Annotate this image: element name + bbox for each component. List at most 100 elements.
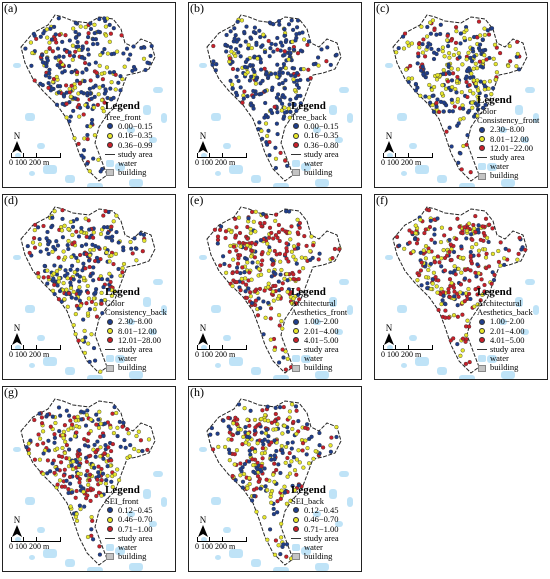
sample-point bbox=[424, 34, 430, 39]
sample-point bbox=[271, 236, 276, 241]
sample-point bbox=[40, 60, 45, 65]
sample-point bbox=[86, 296, 91, 301]
sample-point bbox=[62, 423, 67, 428]
sample-point bbox=[517, 67, 522, 72]
sample-point bbox=[244, 295, 249, 300]
sample-point bbox=[482, 289, 487, 294]
sample-point bbox=[103, 442, 108, 448]
legend-study-area-label: study area bbox=[490, 152, 525, 163]
sample-point bbox=[265, 241, 270, 246]
legend-class-mid: 0.46−0.70 bbox=[291, 515, 361, 524]
sample-point bbox=[480, 37, 485, 42]
sample-point bbox=[87, 247, 93, 253]
water-body bbox=[251, 175, 261, 183]
sample-point bbox=[83, 242, 89, 247]
sample-point bbox=[396, 45, 401, 51]
sample-point bbox=[472, 54, 477, 59]
sample-point bbox=[478, 237, 483, 242]
sample-point bbox=[453, 40, 459, 45]
sample-point bbox=[241, 471, 247, 477]
sample-point bbox=[279, 286, 284, 291]
sample-point bbox=[215, 431, 220, 436]
sample-point bbox=[92, 22, 97, 27]
sample-point bbox=[249, 103, 254, 108]
water-body bbox=[347, 305, 353, 315]
sample-point bbox=[228, 45, 233, 50]
sample-point bbox=[214, 62, 219, 67]
water-body bbox=[65, 175, 75, 183]
sample-point bbox=[415, 278, 420, 283]
sample-point bbox=[40, 52, 45, 58]
sample-point bbox=[439, 264, 444, 269]
sample-point bbox=[479, 277, 484, 282]
sample-point bbox=[57, 288, 63, 294]
sample-point bbox=[282, 105, 287, 110]
sample-point bbox=[92, 94, 97, 99]
sample-point bbox=[464, 68, 470, 74]
sample-point bbox=[508, 59, 513, 64]
scale-label: 0 100 200 m bbox=[195, 542, 236, 551]
panel-label: (c) bbox=[375, 2, 392, 15]
sample-point bbox=[516, 251, 521, 256]
sample-point bbox=[427, 224, 433, 230]
sample-point bbox=[237, 230, 243, 236]
sample-point bbox=[455, 216, 460, 221]
legend-class-low-label: 0.00−0.15 bbox=[118, 121, 153, 132]
sample-point bbox=[482, 32, 487, 38]
water-body bbox=[199, 255, 207, 260]
sample-point bbox=[254, 42, 259, 47]
sample-point bbox=[452, 289, 457, 294]
legend-title: Legend bbox=[105, 484, 140, 496]
sample-point bbox=[99, 276, 105, 282]
sample-point bbox=[469, 71, 474, 76]
sample-point bbox=[87, 169, 92, 174]
north-arrow-glyph bbox=[198, 141, 208, 153]
sample-point bbox=[109, 224, 114, 229]
sample-point bbox=[483, 102, 488, 107]
sample-point bbox=[311, 243, 316, 248]
water-body bbox=[201, 537, 207, 542]
sample-point bbox=[464, 79, 469, 85]
sample-point bbox=[25, 243, 30, 249]
sample-point bbox=[282, 49, 287, 54]
sample-point bbox=[453, 25, 459, 30]
water-body bbox=[437, 175, 447, 183]
sample-point bbox=[79, 225, 84, 231]
sample-point bbox=[79, 90, 84, 95]
legend-title: Legend bbox=[291, 286, 326, 298]
sample-point bbox=[296, 242, 301, 247]
sample-point bbox=[109, 80, 114, 85]
sample-point bbox=[276, 312, 282, 318]
sample-point bbox=[423, 227, 428, 232]
sample-point bbox=[266, 268, 271, 273]
sample-point bbox=[210, 62, 215, 67]
sample-point bbox=[276, 293, 282, 299]
sample-point bbox=[253, 81, 258, 86]
sample-point bbox=[468, 258, 474, 264]
sample-point bbox=[233, 477, 238, 483]
sample-point bbox=[325, 45, 330, 50]
sample-point bbox=[108, 448, 114, 454]
sample-point bbox=[94, 493, 99, 499]
sample-point bbox=[76, 471, 81, 476]
sample-point bbox=[66, 63, 72, 69]
scale-bar: 0 100 200 m bbox=[195, 152, 285, 167]
sample-point bbox=[287, 463, 292, 468]
sample-point bbox=[454, 90, 459, 95]
sample-point bbox=[420, 50, 425, 55]
sample-point bbox=[431, 109, 436, 114]
sample-point bbox=[255, 260, 260, 265]
sample-point bbox=[426, 208, 432, 213]
sample-point bbox=[77, 252, 83, 258]
legend-building: building bbox=[291, 552, 361, 561]
sample-point bbox=[482, 247, 488, 252]
sample-point bbox=[57, 84, 63, 89]
legend-building: building bbox=[477, 363, 547, 372]
sample-point bbox=[90, 518, 95, 523]
sample-point bbox=[281, 355, 286, 360]
sample-point bbox=[441, 109, 446, 114]
sample-point bbox=[64, 408, 69, 413]
sample-point bbox=[62, 484, 67, 489]
sample-point bbox=[455, 342, 460, 347]
sample-point bbox=[451, 336, 456, 341]
